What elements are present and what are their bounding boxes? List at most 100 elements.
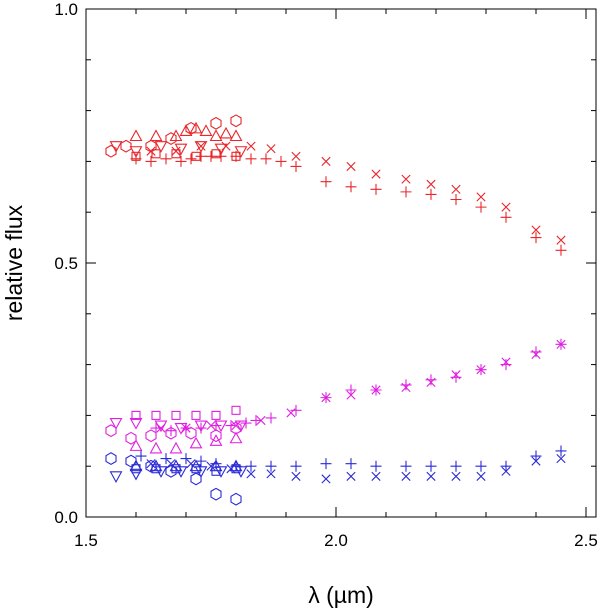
red-plus-point bbox=[145, 155, 157, 167]
magenta-down-triangle-point bbox=[234, 420, 248, 433]
red-circle-point bbox=[145, 139, 157, 153]
red-plus-point bbox=[425, 188, 437, 200]
magenta-square-point bbox=[191, 410, 201, 420]
red-plus-point bbox=[175, 155, 187, 167]
blue-down-triangle-point bbox=[194, 466, 208, 478]
red-down-triangle-point bbox=[174, 143, 188, 156]
red-triangle-point bbox=[229, 129, 243, 142]
blue-plus-point bbox=[500, 460, 512, 472]
magenta-plus-point bbox=[425, 374, 437, 386]
blue-down-triangle-point bbox=[109, 471, 123, 484]
red-plus-point bbox=[320, 176, 332, 188]
blue-plus-point bbox=[195, 455, 207, 467]
red-triangle-point bbox=[179, 124, 193, 136]
data-markers bbox=[105, 114, 567, 506]
y-tick-labels: 0.0 0.5 1.0 bbox=[54, 0, 78, 527]
magenta-cross-point bbox=[556, 339, 566, 349]
plot-frame bbox=[85, 8, 597, 518]
blue-circle-point bbox=[125, 454, 137, 468]
blue-down-triangle-point bbox=[154, 466, 168, 478]
magenta-circle-point bbox=[165, 426, 177, 440]
minor-ticks bbox=[86, 9, 596, 517]
red-cross-point bbox=[451, 184, 461, 194]
blue-plus-point bbox=[555, 445, 567, 457]
red-square-point bbox=[211, 149, 221, 159]
blue-down-triangle-point bbox=[174, 466, 188, 478]
magenta-square-point bbox=[151, 410, 161, 420]
magenta-down-triangle-point bbox=[129, 417, 143, 430]
magenta-square-point bbox=[171, 410, 181, 420]
magenta-cross-point bbox=[286, 408, 296, 418]
blue-circle-point bbox=[230, 492, 242, 506]
blue-triangle-point bbox=[229, 459, 243, 472]
red-down-triangle-point bbox=[234, 146, 248, 158]
blue-plus-point bbox=[345, 458, 357, 470]
red-cross-point bbox=[346, 161, 356, 172]
red-plus-point bbox=[555, 244, 567, 256]
red-plus-point bbox=[205, 150, 217, 162]
blue-plus-point bbox=[135, 450, 147, 462]
red-plus-point bbox=[215, 150, 227, 162]
red-square-point bbox=[191, 151, 201, 161]
blue-plus-point bbox=[530, 450, 542, 462]
blue-plus-point bbox=[475, 460, 487, 472]
magenta-down-triangle-point bbox=[194, 420, 208, 433]
red-triangle-point bbox=[209, 129, 223, 142]
magenta-cross-point bbox=[531, 349, 541, 360]
red-down-triangle-point bbox=[109, 141, 123, 153]
blue-circle-point bbox=[165, 464, 177, 478]
magenta-cross-point bbox=[401, 382, 411, 393]
magenta-triangle-point bbox=[129, 439, 143, 451]
blue-cross-point bbox=[186, 459, 196, 469]
blue-triangle-point bbox=[209, 459, 223, 472]
blue-cross-point bbox=[346, 471, 356, 481]
magenta-plus-point bbox=[530, 346, 542, 358]
red-cross-point bbox=[531, 225, 541, 235]
red-cross-point bbox=[556, 235, 566, 245]
blue-cross-point bbox=[371, 471, 381, 481]
red-cross-point bbox=[476, 192, 486, 202]
magenta-plus-point bbox=[450, 371, 462, 383]
magenta-square-point bbox=[231, 405, 241, 415]
blue-cross-point bbox=[556, 453, 566, 464]
red-triangle-point bbox=[129, 129, 143, 142]
magenta-plus-point bbox=[265, 412, 277, 424]
magenta-down-triangle-point bbox=[154, 420, 168, 433]
magenta-triangle-point bbox=[149, 441, 163, 454]
red-cross-point bbox=[426, 179, 436, 189]
red-plus-point bbox=[530, 232, 542, 244]
magenta-triangle-point bbox=[229, 431, 243, 444]
red-cross-point bbox=[401, 174, 411, 184]
red-cross-point bbox=[501, 202, 511, 212]
blue-plus-point bbox=[265, 460, 277, 472]
magenta-down-triangle-point bbox=[214, 420, 228, 433]
blue-triangle-point bbox=[149, 459, 163, 472]
red-circle-point bbox=[165, 132, 177, 145]
magenta-circle-point bbox=[125, 431, 137, 445]
red-plus-point bbox=[160, 153, 172, 165]
blue-plus-point bbox=[290, 460, 302, 472]
red-plus-point bbox=[345, 181, 357, 193]
red-plus-point bbox=[260, 153, 272, 165]
blue-cross-point bbox=[426, 471, 436, 481]
magenta-plus-point bbox=[400, 379, 412, 391]
magenta-square-point bbox=[211, 410, 221, 420]
red-plus-point bbox=[290, 160, 302, 172]
red-down-triangle-point bbox=[214, 143, 228, 156]
blue-cross-point bbox=[476, 471, 486, 481]
blue-cross-point bbox=[531, 456, 541, 466]
blue-cross-point bbox=[166, 459, 176, 469]
magenta-cross-point bbox=[321, 393, 331, 403]
red-triangle-point bbox=[189, 121, 203, 134]
blue-plus-point bbox=[450, 460, 462, 472]
blue-cross-point bbox=[291, 471, 301, 481]
magenta-square-point bbox=[131, 410, 141, 420]
red-down-triangle-point bbox=[129, 146, 143, 158]
blue-triangle-point bbox=[189, 459, 203, 472]
magenta-down-triangle-point bbox=[174, 423, 188, 435]
blue-down-triangle-point bbox=[214, 466, 228, 478]
magenta-cross-point bbox=[256, 415, 266, 426]
red-square-point bbox=[151, 149, 161, 159]
magenta-cross-point bbox=[371, 385, 381, 395]
red-circle-point bbox=[185, 121, 197, 135]
